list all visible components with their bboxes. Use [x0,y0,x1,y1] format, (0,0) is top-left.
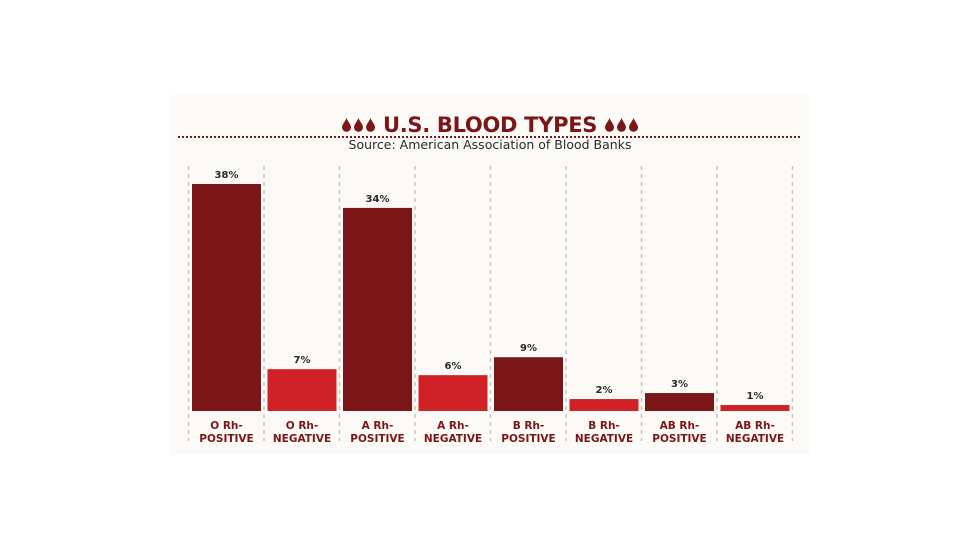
bar-value-label: 1% [747,391,764,402]
title-divider [178,136,800,138]
blood-drop-icon [617,118,627,132]
category-label: NEGATIVE [726,433,784,445]
category-label: NEGATIVE [575,433,633,445]
bar-value-label: 7% [294,355,311,366]
bar [494,357,563,411]
bar-value-label: 9% [520,343,537,354]
bar [267,369,337,411]
category-label: O Rh- [286,420,319,432]
bar-value-label: 3% [671,379,688,390]
blood-drop-icon [605,118,615,132]
category-label: POSITIVE [652,433,706,445]
bar-value-label: 6% [445,361,462,372]
category-label: POSITIVE [501,433,555,445]
blood-drop-icon [365,118,375,132]
bar [192,184,261,411]
category-label: B Rh- [588,420,620,432]
chart-subtitle: Source: American Association of Blood Ba… [348,137,632,152]
category-label: A Rh- [362,420,394,432]
right-drops [605,118,639,132]
chart-title: U.S. BLOOD TYPES [382,113,598,137]
bar [569,399,639,411]
bar [720,405,790,411]
category-label: B Rh- [513,420,545,432]
bar [418,375,488,411]
title-row: U.S. BLOOD TYPES [0,111,980,139]
category-label: POSITIVE [199,433,253,445]
category-label: AB Rh- [660,420,700,432]
bar-value-label: 38% [215,170,239,181]
category-label: O Rh- [210,420,243,432]
blood-drop-icon [341,118,351,132]
bar [645,393,714,411]
blood-drop-icon [629,118,639,132]
bar-value-label: 34% [366,194,390,205]
category-label: NEGATIVE [424,433,482,445]
left-drops [341,118,375,132]
category-label: POSITIVE [350,433,404,445]
category-label: NEGATIVE [273,433,331,445]
bar-value-label: 2% [596,385,613,396]
category-label: AB Rh- [735,420,775,432]
blood-drop-icon [353,118,363,132]
category-label: A Rh- [437,420,469,432]
bar [343,207,412,411]
